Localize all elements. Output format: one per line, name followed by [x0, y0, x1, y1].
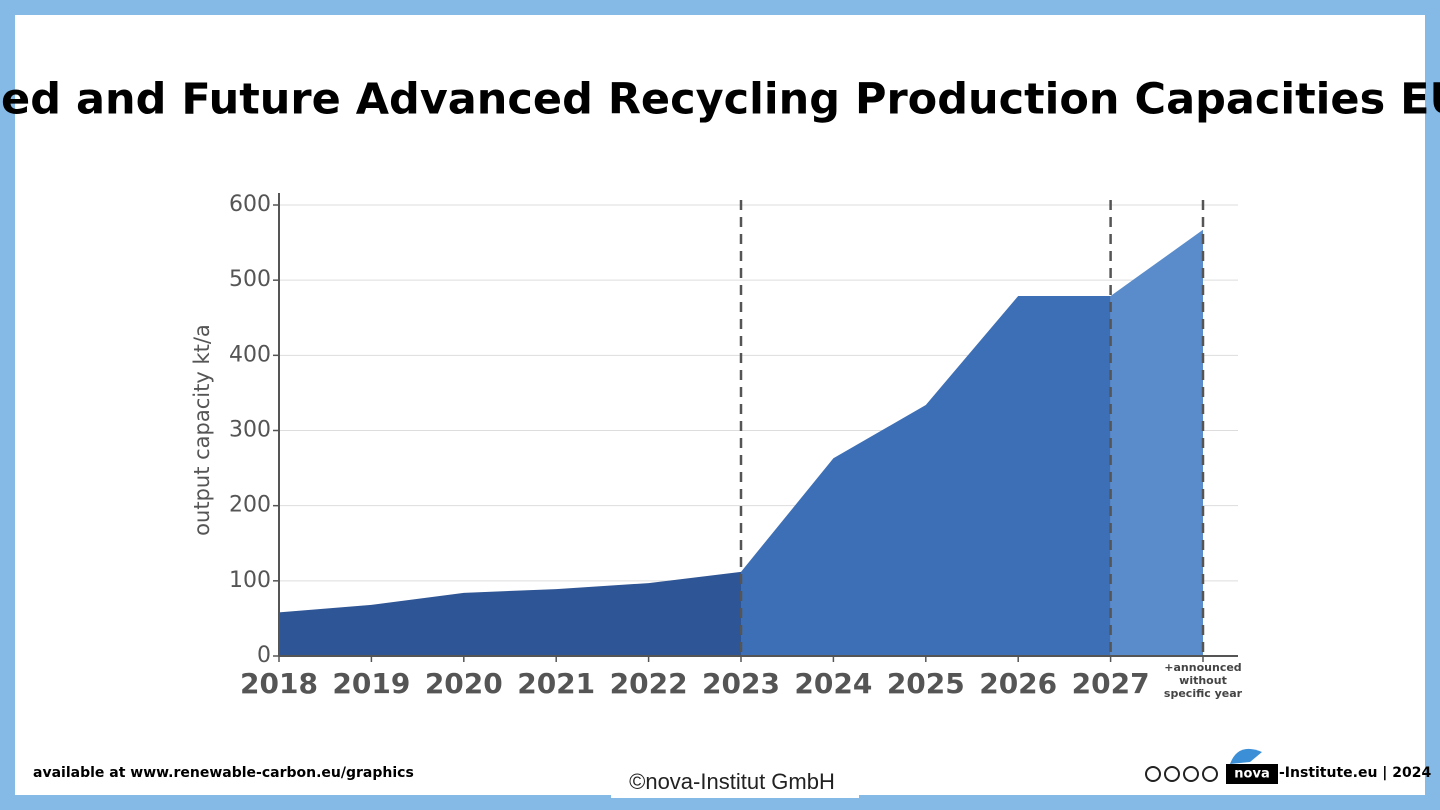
- license-icons: [1145, 766, 1218, 782]
- logo-box: [1226, 764, 1278, 784]
- chart-title: Installed and Future Advanced Recycling …: [0, 75, 1440, 125]
- x-tick-label: 2022: [610, 667, 688, 700]
- x-tick-label: 2021: [517, 667, 595, 700]
- source-text: available at www.renewable-carbon.eu/gra…: [33, 765, 414, 781]
- x-tick-label: 2025: [887, 667, 965, 700]
- x-tick-label: 2027: [1072, 667, 1150, 700]
- y-tick-label: 100: [229, 568, 271, 593]
- y-tick-label: 200: [229, 493, 271, 518]
- area: [279, 571, 741, 656]
- y-tick-label: 0: [257, 643, 271, 668]
- areas: [279, 204, 1238, 656]
- overlay: [739, 200, 1205, 656]
- y-tick-label: 500: [229, 267, 271, 292]
- x-tick-label: 2020: [425, 667, 503, 700]
- y-axis-label: output capacity kt/a: [190, 324, 214, 536]
- x-tick-label: 2018: [240, 667, 318, 700]
- x-tick-label: 2019: [332, 667, 410, 700]
- x-tick-label: +announced without specific year: [1163, 661, 1243, 700]
- logo-text: nova: [1234, 767, 1269, 782]
- site-text: -Institute.eu | 2024: [1279, 765, 1432, 781]
- copyright-box: [611, 766, 859, 798]
- copyright: ©nova-Institut GmbH: [629, 769, 835, 794]
- area: [1110, 229, 1203, 656]
- y-tick-label: 300: [229, 418, 271, 443]
- area: [741, 295, 1111, 656]
- x-tick-label: 2023: [702, 667, 780, 700]
- y-tick-label: 400: [229, 342, 271, 367]
- x-tick-label: 2024: [794, 667, 872, 700]
- y-tick-label: 600: [229, 192, 271, 217]
- x-tick-label: 2026: [979, 667, 1057, 700]
- logo-swoosh: [1230, 748, 1262, 764]
